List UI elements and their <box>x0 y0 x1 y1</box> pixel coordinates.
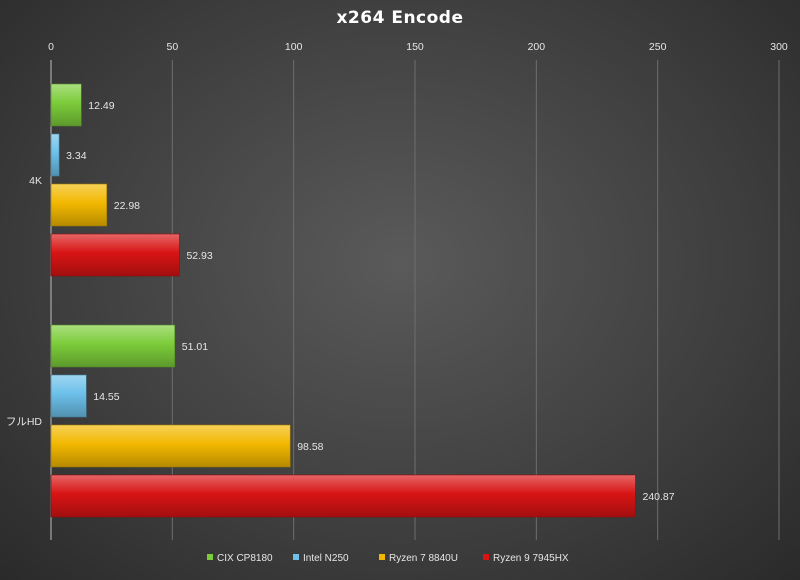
bar <box>50 133 60 177</box>
x-tick-label: 0 <box>48 41 54 53</box>
data-label: 52.93 <box>186 250 212 262</box>
legend-item: Ryzen 9 7945HX <box>483 553 569 564</box>
bar <box>50 424 291 468</box>
data-label: 12.49 <box>88 100 114 112</box>
legend-label: Ryzen 7 8840U <box>389 553 458 564</box>
x-tick-label: 150 <box>406 41 424 53</box>
bar <box>50 233 180 277</box>
data-label: 51.01 <box>182 341 208 353</box>
data-label: 22.98 <box>114 200 140 212</box>
x-tick-label: 100 <box>285 41 303 53</box>
x-tick-label: 200 <box>528 41 546 53</box>
bar <box>50 374 87 418</box>
x-tick-label: 300 <box>770 41 788 53</box>
legend-swatch <box>379 554 385 560</box>
bar <box>50 83 82 127</box>
category-label: 4K <box>29 175 42 187</box>
x-tick-label: 250 <box>649 41 667 53</box>
legend-item: Intel N250 <box>293 553 349 564</box>
legend-swatch <box>207 554 213 560</box>
chart-title: x264 Encode <box>336 8 464 28</box>
data-label: 14.55 <box>93 391 119 403</box>
legend-item: CIX CP8180 <box>207 553 273 564</box>
legend-label: Intel N250 <box>303 553 349 564</box>
data-label: 3.34 <box>66 150 87 162</box>
legend-item: Ryzen 7 8840U <box>379 553 458 564</box>
data-label: 240.87 <box>643 491 675 503</box>
legend-swatch <box>483 554 489 560</box>
bar <box>50 474 636 518</box>
data-label: 98.58 <box>297 441 323 453</box>
category-label: フルHD <box>6 416 43 428</box>
x-tick-label: 50 <box>166 41 178 53</box>
legend-label: Ryzen 9 7945HX <box>493 553 569 564</box>
bar <box>50 183 108 227</box>
bar <box>50 324 176 368</box>
legend-swatch <box>293 554 299 560</box>
legend-label: CIX CP8180 <box>217 553 273 564</box>
